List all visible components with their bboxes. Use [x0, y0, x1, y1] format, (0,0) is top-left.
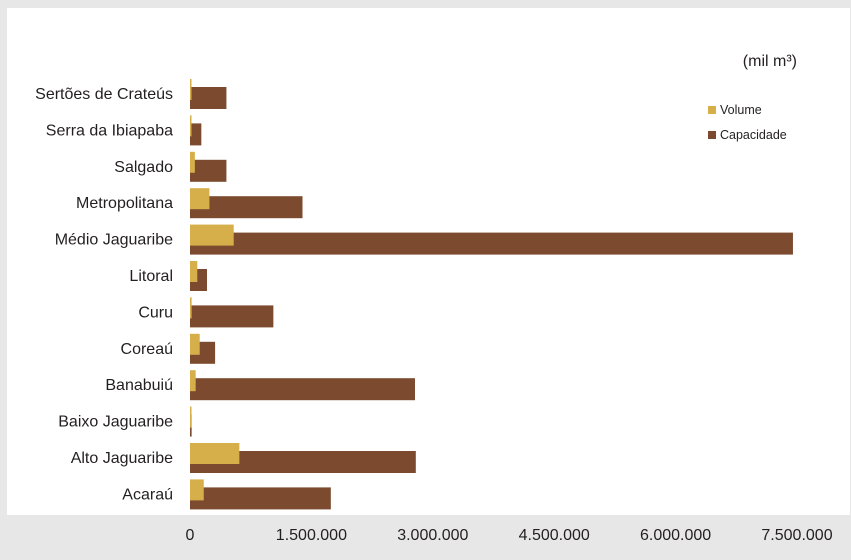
- category-label: Banabuiú: [105, 377, 173, 394]
- category-label: Curu: [138, 304, 173, 321]
- category-label: Coreaú: [121, 341, 173, 358]
- volume-bar: [190, 333, 200, 355]
- x-tick-label: 0: [186, 527, 195, 544]
- capacity-bar: [190, 123, 202, 146]
- bars-group: [190, 79, 793, 510]
- volume-bar: [190, 370, 196, 392]
- category-label: Serra da Ibiapaba: [46, 122, 173, 139]
- volume-bar: [190, 297, 192, 319]
- volume-bar: [190, 188, 210, 210]
- x-tick-label: 4.500.000: [519, 527, 590, 544]
- legend-label: Volume: [720, 103, 762, 117]
- category-label: Salgado: [114, 159, 173, 176]
- x-tick-label: 6.000.000: [640, 527, 711, 544]
- x-tick-label: 7.500.000: [761, 527, 832, 544]
- category-label: Acaraú: [122, 486, 173, 503]
- capacity-bar: [190, 487, 331, 510]
- unit-label: (mil m³): [743, 53, 797, 70]
- capacity-bar: [190, 159, 227, 182]
- x-tick-label: 1.500.000: [276, 527, 347, 544]
- capacity-bar: [190, 378, 415, 401]
- volume-bar: [190, 79, 192, 100]
- category-labels: Sertões de Crateús Serra da Ibiapaba Salga…: [35, 86, 173, 503]
- volume-bar: [190, 115, 192, 137]
- legend-swatch: [708, 106, 716, 114]
- volume-bar: [190, 479, 204, 501]
- volume-bar: [190, 443, 240, 464]
- volume-bar: [190, 151, 195, 173]
- category-label: Alto Jaguaribe: [71, 450, 173, 467]
- volume-bar: [190, 261, 198, 282]
- capacity-bar: [190, 451, 416, 473]
- category-label: Litoral: [129, 268, 173, 285]
- capacity-bar: [190, 305, 274, 328]
- legend-label: Capacidade: [720, 128, 787, 142]
- plot-area: [7, 8, 850, 515]
- volume-bar: [190, 406, 192, 428]
- capacity-bar: [190, 232, 793, 255]
- category-label: Baixo Jaguaribe: [58, 414, 173, 431]
- x-axis-ticks: 0 1.500.000 3.000.000 4.500.000 6.000.000 7.5…: [186, 527, 833, 544]
- volume-bar: [190, 224, 234, 246]
- legend-swatch: [708, 131, 716, 139]
- category-label: Metropolitana: [76, 195, 173, 212]
- category-label: Sertões de Crateús: [35, 86, 173, 103]
- legend: Volume Capacidade: [708, 103, 787, 142]
- capacity-bar: [190, 196, 303, 219]
- x-tick-label: 3.000.000: [397, 527, 468, 544]
- category-label: Médio Jaguaribe: [55, 232, 173, 249]
- capacity-bar: [190, 87, 227, 109]
